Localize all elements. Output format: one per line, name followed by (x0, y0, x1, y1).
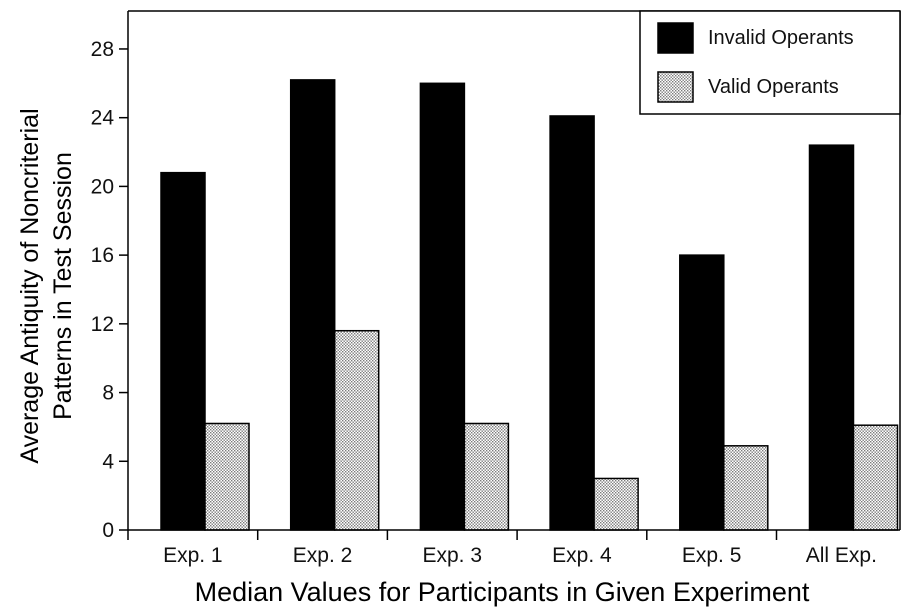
x-tick-label: Exp. 1 (163, 544, 223, 567)
y-tick-label: 20 (91, 175, 114, 198)
x-tick-label: Exp. 2 (293, 544, 353, 567)
bar-valid-operants-5 (723, 445, 769, 531)
bar-invalid-operants-1 (160, 171, 206, 531)
bar-valid-operants-3 (463, 422, 510, 531)
bar-valid-operants-6 (852, 424, 899, 531)
y-tick-label: 12 (91, 313, 114, 336)
y-tick-label: 24 (91, 107, 115, 130)
legend: Invalid Operants Valid Operants (639, 10, 901, 115)
bar-invalid-operants-3 (419, 82, 466, 531)
bar-valid-operants-1 (204, 422, 250, 531)
y-axis-title-line1: Average Antiquity of Noncriterial (16, 108, 44, 463)
legend-swatch-valid-operants (657, 71, 694, 103)
bar-invalid-operants-2 (289, 79, 336, 531)
y-tick-label: 28 (91, 38, 114, 61)
plot-area: 0 4 8 12 16 20 24 28 Exp. 1 Exp. 2 Exp. 3 Exp. 4 Exp… (91, 10, 901, 567)
y-axis-title-line2: Patterns in Test Session (49, 152, 77, 420)
y-tick-label: 0 (102, 519, 114, 542)
legend-label-valid-operants: Valid Operants (708, 76, 839, 98)
x-tick-label: All Exp. (806, 544, 877, 567)
bar-invalid-operants-5 (679, 254, 725, 531)
bar-invalid-operants-4 (549, 115, 595, 531)
legend-swatch-invalid-operants (657, 22, 694, 54)
x-tick-label: Exp. 5 (682, 544, 742, 567)
bar-invalid-operants-6 (808, 144, 855, 531)
x-tick-label: Exp. 4 (552, 544, 612, 567)
bar-valid-operants-2 (333, 329, 380, 531)
y-tick-label: 4 (102, 450, 114, 473)
x-tick-label: Exp. 3 (422, 544, 482, 567)
x-axis-title: Median Values for Participants in Given … (195, 577, 810, 607)
bar-valid-operants-4 (593, 477, 639, 531)
legend-label-invalid-operants: Invalid Operants (708, 27, 854, 49)
y-tick-label: 8 (102, 382, 114, 405)
y-tick-label: 16 (91, 244, 114, 267)
